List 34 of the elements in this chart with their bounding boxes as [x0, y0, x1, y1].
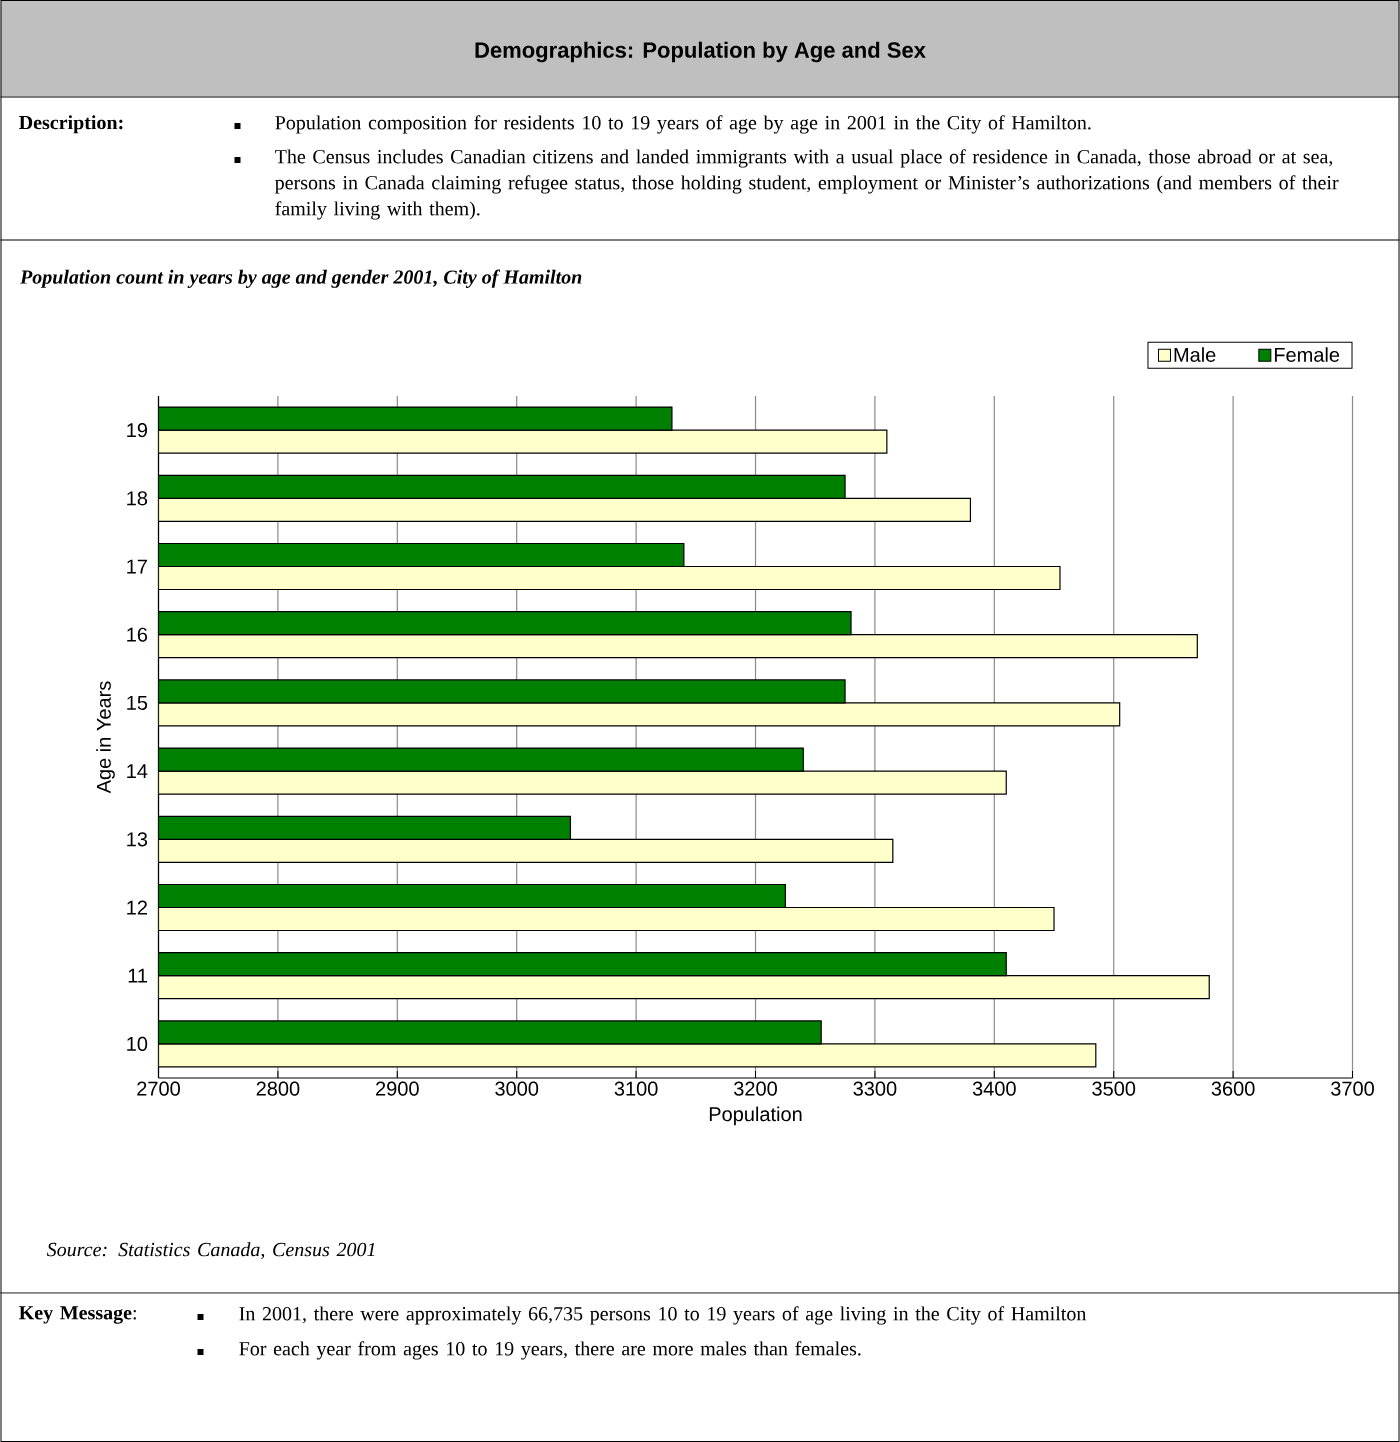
text: Key Message:	[19, 1306, 136, 1324]
text: The Census includes Canadian citizens and landed immigrants with a usual place of residence in Canada, those abroad or at sea, persons in Canada claiming refugee status, those holding student, employment or Minister’s authorizations (and members of their family living with them).	[275, 149, 1339, 220]
x-tick-label: 3100	[614, 1081, 658, 1096]
text: Population composition for residents 10 to 19 years of age by age in 2001 in the City of Hamilton.	[275, 115, 1091, 134]
y-tick-label: 13	[127, 832, 148, 847]
x-tick-label: 3700	[1331, 1081, 1374, 1096]
x-tick-label: 3200	[734, 1081, 777, 1096]
y-tick-label: 16	[127, 627, 148, 642]
y-tick-label: 19	[127, 423, 148, 438]
x-tick-label: 3300	[853, 1081, 897, 1096]
y-tick-label: 14	[127, 764, 148, 778]
y-tick-label: 10	[127, 1036, 148, 1051]
x-axis-title: Population	[709, 1106, 802, 1126]
chart-title: Demographics: Population by Age and Sex	[475, 41, 926, 63]
text: In 2001, there were approximately 66,735 persons 10 to 19 years of age living in the City of Hamilton	[239, 1306, 1087, 1325]
x-tick-label: 2800	[256, 1081, 300, 1096]
source-note: Source: Statistics Canada, Census 2001	[46, 1242, 375, 1260]
y-tick-label: 12	[127, 900, 147, 915]
x-tick-label: 2900	[376, 1081, 419, 1096]
x-tick-label: 3600	[1211, 1081, 1255, 1096]
y-axis-title: Age in Years	[96, 681, 115, 794]
y-tick-label: 11	[128, 968, 147, 983]
x-tick-label: 2700	[137, 1081, 180, 1096]
x-tick-label: 3000	[495, 1081, 539, 1096]
y-tick-label: 17	[127, 559, 147, 574]
x-tick-label: 3400	[972, 1081, 1016, 1096]
legend-label: Female	[1274, 347, 1340, 362]
legend-label: Male	[1174, 347, 1216, 362]
y-tick-label: 18	[127, 491, 148, 506]
text: For each year from ages 10 to 19 years, there are more males than females.	[239, 1341, 861, 1360]
text: Description:	[19, 115, 123, 134]
x-tick-label: 3500	[1092, 1081, 1136, 1096]
chart-subtitle: Population count in years by age and gender 2001, City of Hamilton	[20, 269, 582, 288]
y-tick-label: 15	[127, 695, 148, 710]
